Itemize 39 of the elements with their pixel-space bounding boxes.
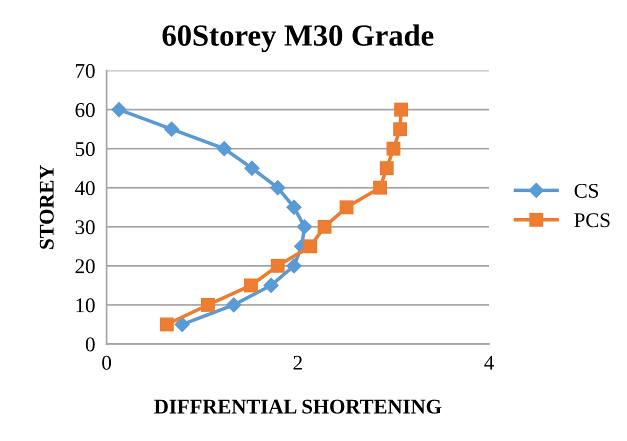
x-tick-label: 2 bbox=[294, 356, 302, 370]
point bbox=[380, 161, 394, 176]
point bbox=[373, 180, 387, 195]
point bbox=[244, 278, 258, 292]
point bbox=[263, 278, 279, 293]
point bbox=[393, 122, 408, 136]
y-tick-label: 60 bbox=[76, 102, 95, 118]
point bbox=[164, 122, 180, 137]
point bbox=[226, 297, 242, 312]
y-tick-label: 40 bbox=[75, 181, 95, 196]
x-tick-label: 4 bbox=[484, 356, 494, 370]
y-tick-label: 30 bbox=[76, 220, 95, 234]
point bbox=[340, 200, 354, 214]
point bbox=[244, 160, 260, 176]
x-axis-title: DIFFRENTIAL SHORTENING bbox=[154, 400, 442, 414]
legend-label: PCS bbox=[574, 213, 610, 228]
point bbox=[386, 142, 400, 156]
point bbox=[270, 180, 286, 196]
y-tick-label: 0 bbox=[86, 337, 95, 352]
x-tick-label: 0 bbox=[102, 356, 112, 370]
y-axis-title: STOREY bbox=[40, 165, 54, 249]
legend-label: CS bbox=[574, 184, 598, 198]
point bbox=[303, 239, 318, 254]
point bbox=[160, 318, 174, 332]
point bbox=[216, 141, 232, 156]
point bbox=[270, 258, 285, 273]
point bbox=[296, 219, 312, 234]
point bbox=[201, 298, 215, 312]
y-tick-label: 20 bbox=[76, 259, 95, 274]
point bbox=[394, 102, 408, 117]
point bbox=[111, 102, 127, 118]
point bbox=[174, 316, 190, 332]
y-tick-label: 50 bbox=[76, 142, 95, 156]
y-tick-label: 10 bbox=[76, 298, 95, 312]
point bbox=[318, 220, 332, 234]
chart-title: 60Storey M30 Grade bbox=[162, 24, 434, 52]
point bbox=[286, 258, 302, 274]
y-tick-label: 70 bbox=[76, 64, 95, 78]
point bbox=[286, 200, 302, 215]
